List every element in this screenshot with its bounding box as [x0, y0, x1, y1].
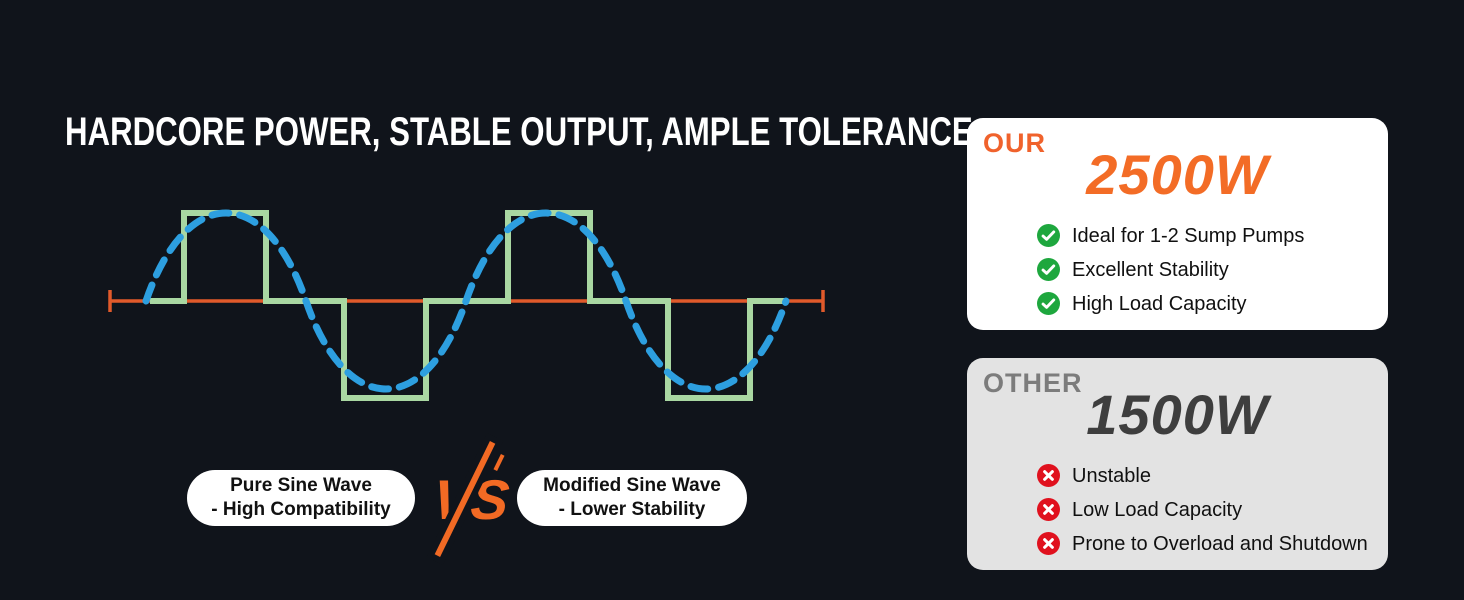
other-wattage-value: 1500W — [1086, 383, 1269, 446]
page-title: HARDCORE POWER, STABLE OUTPUT, AMPLE TOL… — [65, 110, 973, 154]
other-drawback-list: Unstable Low Load Capacity Prone to Over… — [1037, 464, 1378, 555]
feature-text: Excellent Stability — [1072, 258, 1229, 281]
our-feature-list: Ideal for 1-2 Sump Pumps Excellent Stabi… — [1037, 224, 1378, 315]
pure-sine-wave-label-line2: - High Compatibility — [211, 499, 391, 520]
other-product-card: OTHER 1500W Unstable Low Load Capacity — [967, 358, 1388, 570]
feature-row: Excellent Stability — [1037, 258, 1378, 281]
pure-sine-wave-label-line1: Pure Sine Wave — [230, 475, 372, 496]
pure-sine-wave-label: Pure Sine Wave - High Compatibility — [187, 470, 415, 526]
our-product-card: OUR 2500W Ideal for 1-2 Sump Pumps Excel… — [967, 118, 1388, 330]
cross-icon — [1037, 532, 1060, 555]
other-card-label: OTHER — [983, 368, 1083, 398]
drawback-row: Prone to Overload and Shutdown — [1037, 532, 1378, 555]
check-icon — [1037, 258, 1060, 281]
drawback-row: Low Load Capacity — [1037, 498, 1378, 521]
feature-text: Ideal for 1-2 Sump Pumps — [1072, 224, 1305, 247]
modified-sine-wave-label-line2: - Lower Stability — [558, 499, 706, 520]
pure-sine-wave-trace — [142, 209, 790, 393]
drawback-row: Unstable — [1037, 464, 1378, 487]
our-wattage-value: 2500W — [1086, 143, 1269, 206]
check-icon — [1037, 224, 1060, 247]
feature-row: Ideal for 1-2 Sump Pumps — [1037, 224, 1378, 247]
drawback-text: Unstable — [1072, 464, 1151, 487]
cross-icon — [1037, 464, 1060, 487]
cross-icon — [1037, 498, 1060, 521]
modified-sine-wave-label: Modified Sine Wave - Lower Stability — [517, 470, 747, 526]
check-icon — [1037, 292, 1060, 315]
modified-sine-wave-trace — [150, 210, 787, 401]
drawback-text: Prone to Overload and Shutdown — [1072, 532, 1368, 555]
feature-text: High Load Capacity — [1072, 292, 1247, 315]
vs-mark: VS — [425, 438, 515, 566]
drawback-text: Low Load Capacity — [1072, 498, 1243, 521]
our-card-label: OUR — [983, 128, 1046, 158]
waveform-diagram — [108, 209, 825, 401]
modified-sine-wave-label-line1: Modified Sine Wave — [543, 475, 721, 496]
feature-row: High Load Capacity — [1037, 292, 1378, 315]
